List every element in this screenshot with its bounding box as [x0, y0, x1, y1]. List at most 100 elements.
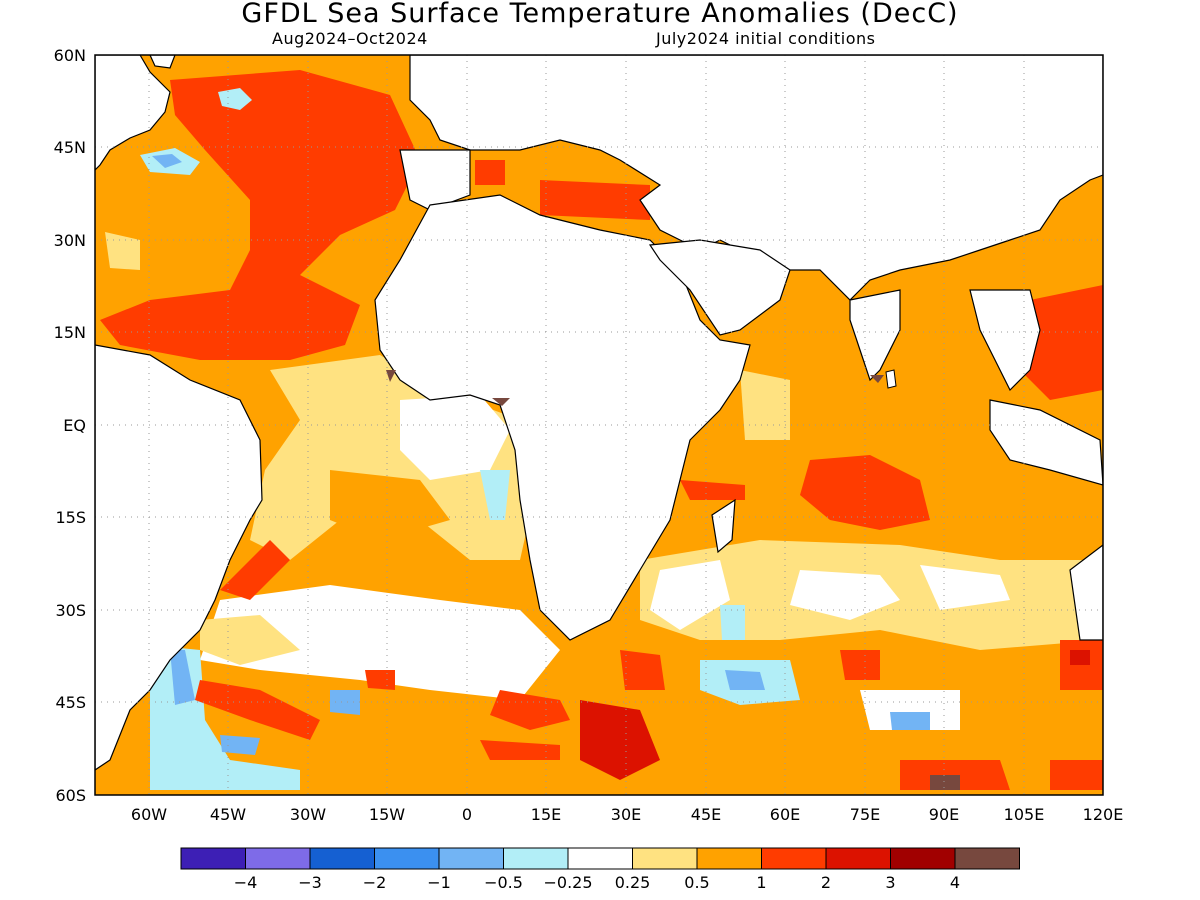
southwest-atlantic-blue-patch-b	[220, 735, 260, 755]
lat-label: 60N	[54, 46, 86, 65]
lon-label: 60E	[770, 805, 800, 824]
lon-label: 15E	[531, 805, 561, 824]
colorbar-swatch	[567, 847, 633, 870]
colorbar-swatch	[761, 847, 827, 870]
lon-label: 30E	[611, 805, 641, 824]
forecast-period: Aug2024–Oct2024	[272, 29, 428, 48]
lon-label: 45E	[691, 805, 721, 824]
lat-lon-grid	[95, 55, 1103, 795]
colorbar-swatch	[825, 847, 891, 870]
colorbar-swatch	[438, 847, 504, 870]
lon-label: 75E	[850, 805, 880, 824]
coastal-brown-spot-india	[870, 375, 884, 383]
lat-label: 45N	[54, 138, 86, 157]
colorbar-swatch	[890, 847, 956, 870]
south-indian-red-patch-a	[620, 650, 665, 690]
lon-label: 90E	[929, 805, 959, 824]
longitude-labels: 60W 45W 30W 15W 0 15E 30E 45E 60E 75E 90…	[131, 805, 1123, 824]
land-indochina	[969, 289, 1041, 392]
south-indian-red-patch-b	[840, 650, 880, 680]
south-indian-white-patch-c	[920, 565, 1010, 610]
south-indian-white-patch-a	[650, 560, 730, 630]
south-atlantic-red-spot	[365, 670, 395, 690]
colorbar-label: −0.25	[543, 873, 592, 892]
colorbar-swatch	[632, 847, 698, 870]
south-atlantic-cyan-patch	[480, 470, 510, 520]
colorbar-label: 3	[885, 873, 895, 892]
colorbar-swatch	[309, 847, 375, 870]
lat-label: 45S	[55, 693, 86, 712]
west-atlantic-red-streak	[220, 540, 290, 600]
south-indian-blue-core	[725, 670, 765, 690]
colorbar-label: −2	[363, 873, 387, 892]
colorbar-swatch	[696, 847, 762, 870]
lon-label: 30W	[290, 805, 326, 824]
colorbar-swatch	[374, 847, 440, 870]
colorbar-label: 2	[821, 873, 831, 892]
lat-label: 60S	[55, 786, 86, 805]
colorbar-label: −4	[234, 873, 258, 892]
north-atlantic-warm-core	[100, 70, 420, 360]
lat-label: 15S	[55, 508, 86, 527]
south-indian-white-patch-d	[860, 690, 960, 730]
southern-ocean-red-patch-b	[480, 740, 560, 760]
lon-label: 45W	[210, 805, 246, 824]
lat-label: 30S	[55, 601, 86, 620]
south-china-sea-red-core	[1020, 285, 1103, 400]
gulf-of-guinea-white-patch	[400, 395, 510, 480]
southern-ocean-red-patch-a	[490, 690, 570, 730]
central-atlantic-orange-patch	[330, 470, 450, 540]
colorbar: −4 −3 −2 −1 −0.5 −0.25 0.25 0.5 1 2 3 4	[180, 847, 1020, 892]
coastal-brown-spot-guinea	[492, 398, 510, 406]
southeast-indian-dark-red-spot	[1070, 650, 1090, 665]
colorbar-label: −3	[298, 873, 322, 892]
south-atlantic-white-band	[200, 585, 560, 700]
colorbar-label: 0.5	[684, 873, 709, 892]
southeast-indian-brown-spot	[930, 775, 960, 790]
latitude-labels: 60N 45N 30N 15N EQ 15S 30S 45S 60S	[54, 46, 86, 805]
southern-atlantic-red-streak	[195, 680, 320, 740]
central-indian-red-core	[800, 455, 930, 530]
colorbar-label: −0.5	[484, 873, 523, 892]
west-indian-red-patch	[680, 480, 745, 500]
colorbar-swatch	[180, 847, 246, 870]
land-greenland-coast	[149, 55, 176, 69]
north-atlantic-cool-spot	[218, 88, 252, 110]
map-border	[94, 54, 1104, 796]
nw-atlantic-yellow-patch	[105, 232, 140, 270]
lon-label: 15W	[369, 805, 405, 824]
lon-label: 0	[462, 805, 472, 824]
mediterranean-red-a	[475, 160, 505, 185]
land-sri-lanka	[885, 369, 897, 389]
land-north-america	[95, 55, 171, 171]
south-indian-white-patch-b	[790, 570, 900, 620]
colorbar-label: 1	[756, 873, 766, 892]
south-indian-cyan-patch	[720, 605, 745, 640]
south-atlantic-yellow-band	[200, 615, 300, 665]
land-australia	[1069, 544, 1103, 641]
southwest-atlantic-blue-patch-a	[170, 650, 195, 705]
colorbar-swatch	[954, 847, 1020, 870]
nw-atlantic-blue-core	[152, 154, 182, 168]
land-arabia	[648, 239, 791, 336]
south-indian-blue-patch	[890, 712, 930, 730]
initial-conditions: July2024 initial conditions	[656, 29, 876, 48]
lat-label: 15N	[54, 323, 86, 342]
southeast-indian-red-edge	[1050, 760, 1103, 790]
lon-label: 105E	[1004, 805, 1045, 824]
colorbar-label: −1	[427, 873, 451, 892]
land-indonesia	[989, 399, 1103, 486]
colorbar-swatch	[503, 847, 569, 870]
colorbar-swatch	[245, 847, 311, 870]
coastal-brown-spot-africa-west	[386, 370, 396, 382]
colorbar-label: 4	[950, 873, 960, 892]
southern-ocean-dark-red-patch	[580, 700, 660, 780]
map-title: GFDL Sea Surface Temperature Anomalies (…	[241, 0, 959, 29]
colorbar-label: 0.25	[615, 873, 651, 892]
mediterranean-red-b	[540, 180, 650, 220]
lon-label: 60W	[131, 805, 167, 824]
land-madagascar	[711, 498, 736, 554]
lat-label: EQ	[63, 416, 86, 435]
lat-label: 30N	[54, 231, 86, 250]
